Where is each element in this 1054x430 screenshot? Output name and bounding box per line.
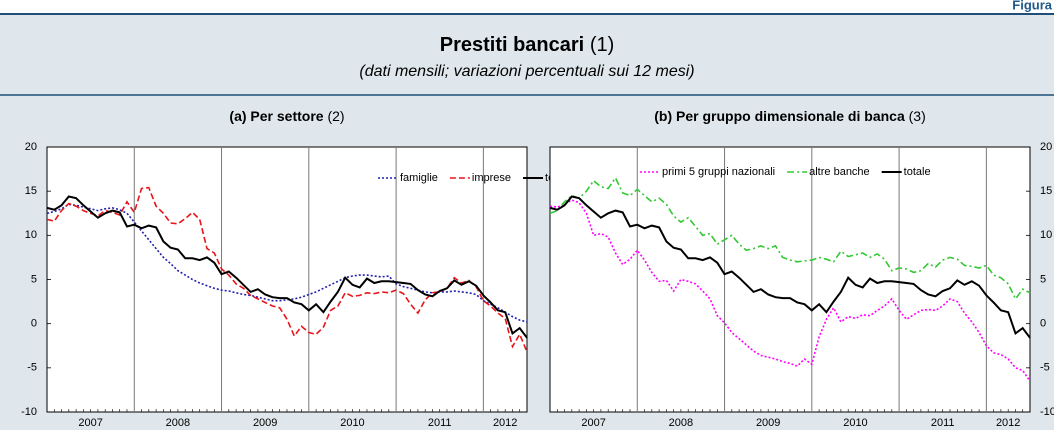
x-tick-label: 2011 <box>428 417 452 429</box>
series-line <box>549 176 1031 301</box>
series-line <box>46 186 528 353</box>
y-tick-label: 0 <box>31 318 37 330</box>
series-line <box>549 199 1031 382</box>
y-tick-label: 15 <box>1040 185 1052 197</box>
plot-area <box>549 146 1031 413</box>
panel-title-main: (b) Per gruppo dimensionale di banca <box>654 108 905 124</box>
x-tick-label: 2007 <box>78 417 102 429</box>
y-tick-label: -5 <box>27 362 37 374</box>
y-tick-label: 5 <box>1040 273 1046 285</box>
legend-label: primi 5 gruppi nazionali <box>662 166 775 178</box>
figure-label: Figura <box>1012 0 1052 12</box>
y-tick-label: 20 <box>1040 141 1052 153</box>
panel-title-note: (2) <box>327 108 344 124</box>
y-tick-label: 5 <box>31 273 37 285</box>
series-line <box>46 203 528 323</box>
x-tick-label: 2009 <box>756 417 780 429</box>
panel-title-note: (3) <box>909 108 926 124</box>
panel-title-main: (a) Per settore <box>229 108 323 124</box>
x-tick-label: 2012 <box>493 417 517 429</box>
y-tick-label: -10 <box>21 406 37 418</box>
y-tick-label: 15 <box>25 185 37 197</box>
series-line <box>549 195 1031 339</box>
y-tick-label: 10 <box>1040 229 1052 241</box>
title-main: Prestiti bancari <box>440 34 585 56</box>
panel-title: (b) Per gruppo dimensionale di banca (3) <box>654 108 926 124</box>
series-line <box>46 195 528 339</box>
legend-label: altre banche <box>809 166 870 178</box>
x-tick-label: 2007 <box>581 417 605 429</box>
x-tick-label: 2012 <box>996 417 1020 429</box>
figure-title: Prestiti bancari (1) <box>440 34 615 56</box>
x-tick-label: 2010 <box>340 417 364 429</box>
legend-label: totale <box>904 166 931 178</box>
y-tick-label: 10 <box>25 229 37 241</box>
panel-title: (a) Per settore (2) <box>229 108 344 124</box>
y-tick-label: -5 <box>1040 362 1050 374</box>
x-tick-label: 2011 <box>931 417 955 429</box>
y-tick-label: 20 <box>25 141 37 153</box>
legend-label: imprese <box>472 172 511 184</box>
x-tick-label: 2008 <box>669 417 693 429</box>
x-tick-label: 2010 <box>843 417 867 429</box>
y-tick-label: -10 <box>1040 406 1054 418</box>
x-tick-label: 2009 <box>253 417 277 429</box>
figure-subtitle: (dati mensili; variazioni percentuali su… <box>359 63 694 80</box>
y-tick-label: 0 <box>1040 318 1046 330</box>
x-tick-label: 2008 <box>166 417 190 429</box>
plot-area <box>46 146 528 413</box>
legend-label: famiglie <box>400 172 438 184</box>
title-note: (1) <box>590 34 614 56</box>
